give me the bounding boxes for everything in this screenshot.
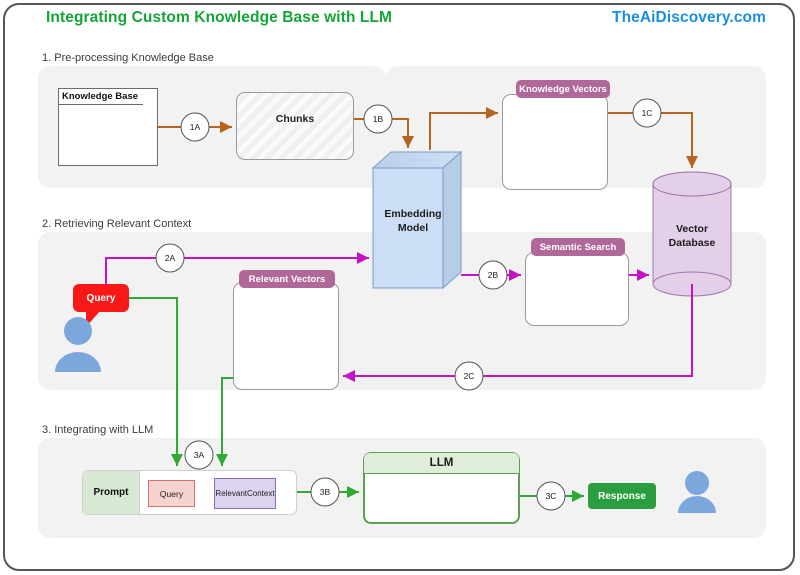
- prompt-label: Prompt: [83, 471, 140, 514]
- semantic-search-caption: Semantic Search: [531, 238, 625, 256]
- chunks-label: Chunks: [275, 113, 315, 125]
- section-label-2: 2. Retrieving Relevant Context: [42, 218, 192, 230]
- chunks-box[interactable]: [236, 92, 354, 160]
- brand-watermark: TheAiDiscovery.com: [612, 9, 766, 26]
- query-bubble[interactable]: Query: [73, 284, 129, 312]
- embedding-model-label: Embedding Model: [373, 207, 453, 235]
- llm-label: LLM: [364, 453, 519, 474]
- vector-database-label: Vector Database: [652, 222, 732, 250]
- section-label-1: 1. Pre-processing Knowledge Base: [42, 52, 214, 64]
- prompt-query-chip[interactable]: Query: [148, 480, 195, 507]
- semantic-search-box[interactable]: [525, 252, 629, 326]
- relevant-vectors-caption: Relevant Vectors: [239, 270, 335, 288]
- prompt-relevant-context-chip[interactable]: Relevant Context: [214, 478, 276, 509]
- page-title: Integrating Custom Knowledge Base with L…: [46, 9, 393, 26]
- vector-database-label-line1: Vector: [675, 223, 709, 235]
- embedding-model-label-line1: Embedding: [384, 208, 442, 220]
- vector-database-label-line2: Database: [668, 237, 716, 249]
- relevant-vectors-box[interactable]: [233, 282, 339, 390]
- response-badge[interactable]: Response: [588, 483, 656, 509]
- relevant-context-line1: Relevant: [215, 488, 247, 498]
- knowledge-vectors-box[interactable]: [502, 94, 608, 190]
- section-panel-2: [38, 232, 766, 390]
- knowledge-vectors-caption: Knowledge Vectors: [516, 80, 610, 98]
- relevant-context-line2: Context: [247, 488, 275, 498]
- section-label-3: 3. Integrating with LLM: [42, 424, 154, 436]
- embedding-model-label-line2: Model: [397, 222, 429, 234]
- knowledge-base-label: Knowledge Base: [59, 89, 143, 105]
